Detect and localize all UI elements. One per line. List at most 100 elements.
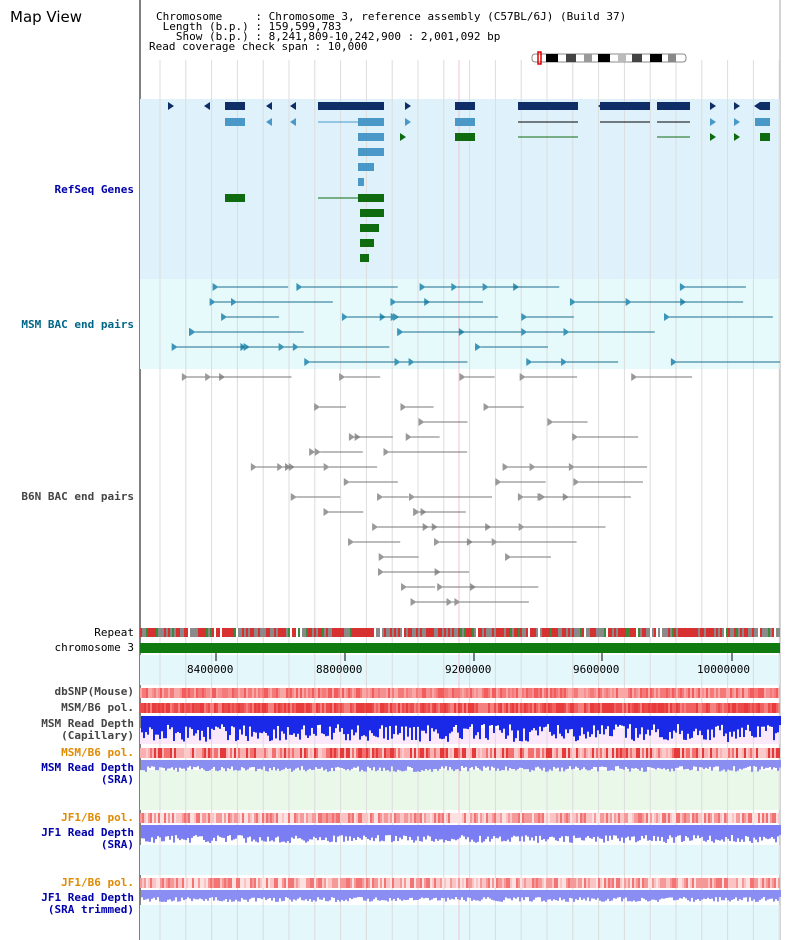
depth-bar <box>665 890 667 899</box>
repeat-segment <box>482 628 484 637</box>
heat-segment <box>506 688 508 698</box>
heat-segment <box>544 813 546 823</box>
heat-segment <box>494 748 496 758</box>
heat-segment <box>334 748 336 758</box>
depth-bar <box>159 825 161 838</box>
heat-segment <box>238 748 240 758</box>
heat-segment <box>706 813 708 823</box>
heat-segment <box>218 813 220 823</box>
depth-bar <box>429 760 431 770</box>
heat-segment <box>522 703 524 713</box>
repeat-segment <box>236 628 238 637</box>
depth-bar <box>775 890 777 900</box>
heat-segment <box>350 688 352 698</box>
heat-segment <box>150 813 152 823</box>
heat-segment <box>188 748 190 758</box>
heat-segment <box>290 688 292 698</box>
heat-segment <box>560 813 562 823</box>
track-label-msm-b6-pol[interactable]: MSM/B6 pol. <box>61 701 134 714</box>
depth-bar <box>693 825 695 836</box>
track-label-jf1-depth[interactable]: JF1 Read Depth <box>41 826 134 839</box>
depth-bar <box>729 716 731 732</box>
track-label-refseq[interactable]: RefSeq Genes <box>54 183 134 196</box>
heat-segment <box>332 748 334 758</box>
track-label-jf1-b6-pol[interactable]: JF1/B6 pol. <box>61 811 134 824</box>
depth-bar <box>187 716 189 738</box>
depth-bar <box>593 890 595 899</box>
heat-segment <box>442 748 444 758</box>
track-label-msm-b6-pol-sra[interactable]: MSM/B6 pol. <box>61 746 134 759</box>
depth-bar <box>365 760 367 772</box>
heat-segment <box>292 878 294 888</box>
track-label-msm-depth-sra[interactable]: MSM Read Depth <box>41 761 134 774</box>
depth-bar <box>399 825 401 838</box>
heat-segment <box>438 703 440 713</box>
depth-bar <box>713 716 715 738</box>
heat-segment <box>556 813 558 823</box>
depth-bar <box>541 760 543 771</box>
depth-bar <box>627 890 629 902</box>
heat-segment <box>570 748 572 758</box>
heat-segment <box>308 878 310 888</box>
heat-segment <box>310 688 312 698</box>
heat-segment <box>144 878 146 888</box>
depth-bar <box>303 825 305 841</box>
heat-segment <box>410 688 412 698</box>
heat-segment <box>474 688 476 698</box>
depth-bar <box>519 716 521 742</box>
depth-bar <box>389 825 391 836</box>
depth-bar <box>453 825 455 840</box>
depth-bar <box>583 825 585 841</box>
heat-segment <box>560 878 562 888</box>
depth-bar <box>373 825 375 842</box>
depth-bar <box>717 825 719 841</box>
depth-bar <box>243 890 245 900</box>
repeat-segment <box>202 628 204 637</box>
heat-segment <box>462 813 464 823</box>
heat-segment <box>658 878 660 888</box>
heat-segment <box>628 748 630 758</box>
heat-segment <box>710 748 712 758</box>
heat-segment <box>732 878 734 888</box>
track-label-msm-depth-capillary[interactable]: MSM Read Depth <box>41 717 134 730</box>
depth-bar <box>419 890 421 899</box>
repeat-segment <box>648 628 650 637</box>
heat-segment <box>152 813 154 823</box>
heat-segment <box>370 688 372 698</box>
heat-segment <box>162 878 164 888</box>
repeat-segment <box>462 628 464 637</box>
depth-bar <box>623 890 625 899</box>
heat-segment <box>424 703 426 713</box>
depth-bar <box>533 890 535 900</box>
depth-bar <box>201 825 203 837</box>
heat-segment <box>142 878 144 888</box>
depth-bar <box>683 825 685 842</box>
heat-segment <box>288 748 290 758</box>
track-label-jf1-b6-pol-trim[interactable]: JF1/B6 pol. <box>61 876 134 889</box>
heat-segment <box>740 748 742 758</box>
track-label-msm-bac[interactable]: MSM BAC end pairs <box>21 318 134 331</box>
depth-bar <box>367 760 369 767</box>
heat-segment <box>440 748 442 758</box>
chromosome-band <box>598 54 610 62</box>
heat-segment <box>430 878 432 888</box>
depth-bar <box>143 716 145 739</box>
depth-bar <box>501 890 503 902</box>
repeat-segment <box>576 628 578 637</box>
repeat-segment <box>392 628 394 637</box>
heat-segment <box>622 688 624 698</box>
track-label-b6n-bac[interactable]: B6N BAC end pairs <box>21 490 134 503</box>
repeat-segment <box>538 628 540 637</box>
heat-segment <box>624 813 626 823</box>
track-label-dbsnp[interactable]: dbSNP(Mouse) <box>54 685 134 698</box>
depth-bar <box>711 760 713 771</box>
track-label-jf1-depth-trim[interactable]: JF1 Read Depth <box>41 891 134 904</box>
depth-bar <box>707 716 709 730</box>
heat-segment <box>450 703 452 713</box>
repeat-segment <box>446 628 448 637</box>
repeat-segment <box>178 628 180 637</box>
heat-segment <box>342 748 344 758</box>
repeat-segment <box>604 628 606 637</box>
heat-segment <box>776 703 778 713</box>
